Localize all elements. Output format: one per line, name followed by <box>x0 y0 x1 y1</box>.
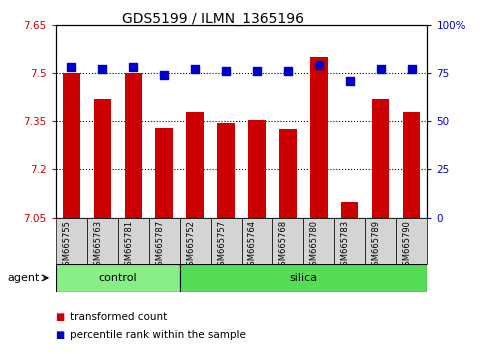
Bar <box>117 218 149 264</box>
Bar <box>303 218 334 264</box>
Bar <box>86 218 117 264</box>
Text: GSM665783: GSM665783 <box>341 220 350 271</box>
Bar <box>186 112 203 218</box>
Text: GSM665789: GSM665789 <box>372 220 381 271</box>
Bar <box>280 129 297 218</box>
Text: GSM665755: GSM665755 <box>62 220 71 271</box>
Bar <box>125 73 142 218</box>
Text: GSM665768: GSM665768 <box>279 220 288 271</box>
Text: ■: ■ <box>56 330 65 339</box>
Point <box>222 68 230 74</box>
Bar <box>372 99 389 218</box>
Bar <box>242 218 272 264</box>
Bar <box>156 128 172 218</box>
Bar <box>311 57 327 218</box>
Text: GSM665787: GSM665787 <box>155 220 164 271</box>
Bar <box>56 218 86 264</box>
Text: GSM665780: GSM665780 <box>310 220 319 271</box>
Text: agent: agent <box>7 273 40 283</box>
Text: GSM665790: GSM665790 <box>403 220 412 271</box>
Text: GSM665752: GSM665752 <box>186 220 195 271</box>
Text: ■: ■ <box>56 312 65 322</box>
Text: silica: silica <box>289 273 317 283</box>
Point <box>129 64 137 70</box>
Point <box>253 68 261 74</box>
Text: transformed count: transformed count <box>70 312 167 322</box>
Point <box>191 66 199 72</box>
Bar <box>94 99 111 218</box>
Text: GDS5199 / ILMN_1365196: GDS5199 / ILMN_1365196 <box>122 12 303 27</box>
Bar <box>334 218 366 264</box>
Bar <box>180 264 427 292</box>
Point <box>408 66 416 72</box>
Bar <box>180 218 211 264</box>
Bar <box>366 218 397 264</box>
Bar <box>397 218 427 264</box>
Bar <box>248 120 266 218</box>
Text: GSM665781: GSM665781 <box>124 220 133 271</box>
Bar <box>217 123 235 218</box>
Point <box>160 72 168 78</box>
Bar <box>56 264 180 292</box>
Bar <box>149 218 180 264</box>
Point <box>98 66 106 72</box>
Bar <box>403 112 421 218</box>
Bar <box>272 218 303 264</box>
Bar <box>62 73 80 218</box>
Point <box>315 62 323 68</box>
Point <box>67 64 75 70</box>
Bar <box>211 218 242 264</box>
Point <box>346 78 354 84</box>
Point <box>284 68 292 74</box>
Text: percentile rank within the sample: percentile rank within the sample <box>70 330 246 339</box>
Point <box>377 66 385 72</box>
Text: GSM665763: GSM665763 <box>93 220 102 271</box>
Bar <box>341 202 358 218</box>
Text: GSM665764: GSM665764 <box>248 220 257 271</box>
Text: GSM665757: GSM665757 <box>217 220 226 271</box>
Text: control: control <box>98 273 137 283</box>
